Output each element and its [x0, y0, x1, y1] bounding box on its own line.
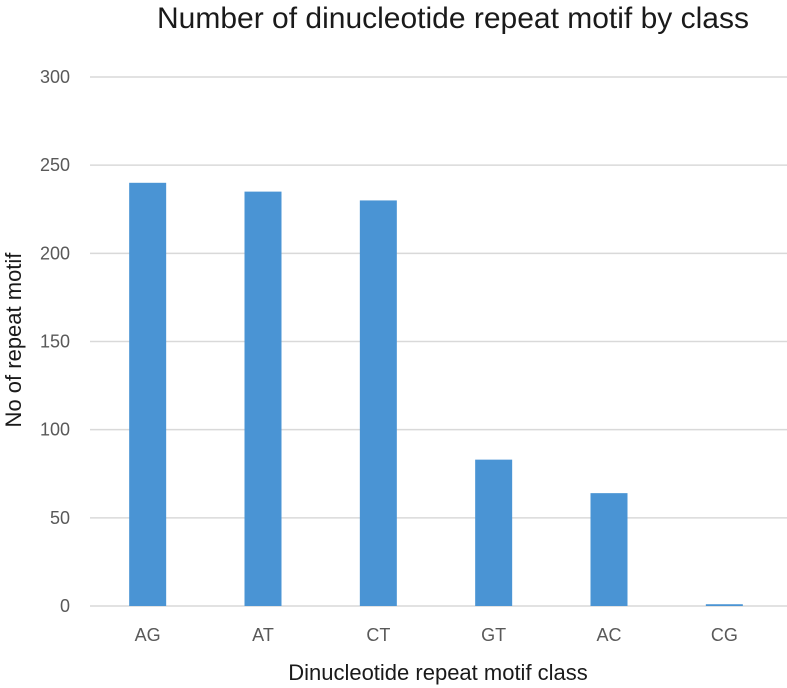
x-tick-label: AG [135, 625, 161, 645]
y-tick-label: 250 [40, 155, 70, 175]
bar-gt [475, 459, 513, 606]
y-tick-label: 100 [40, 420, 70, 440]
x-tick-label: CT [366, 625, 390, 645]
x-axis-title: Dinucleotide repeat motif class [288, 660, 588, 685]
bar-cg [705, 604, 743, 606]
bars [129, 182, 743, 607]
y-tick-label: 300 [40, 67, 70, 87]
y-tick-label: 150 [40, 332, 70, 352]
x-axis-ticks: AG AT CT GT AC CG [135, 625, 738, 645]
y-tick-label: 0 [60, 596, 70, 616]
y-axis-title: No of repeat motif [1, 252, 26, 428]
x-tick-label: AT [252, 625, 274, 645]
bar-ac [590, 493, 628, 606]
y-axis-ticks: 0 50 100 150 200 250 300 [40, 67, 70, 616]
bar-ag [129, 182, 167, 607]
x-tick-label: GT [481, 625, 506, 645]
y-tick-label: 50 [50, 508, 70, 528]
y-tick-label: 200 [40, 243, 70, 263]
bar-ct [359, 200, 397, 606]
x-tick-label: AC [596, 625, 621, 645]
chart-title: Number of dinucleotide repeat motif by c… [157, 2, 749, 35]
bar-at [244, 191, 282, 606]
x-tick-label: CG [711, 625, 738, 645]
gridlines [90, 76, 787, 607]
